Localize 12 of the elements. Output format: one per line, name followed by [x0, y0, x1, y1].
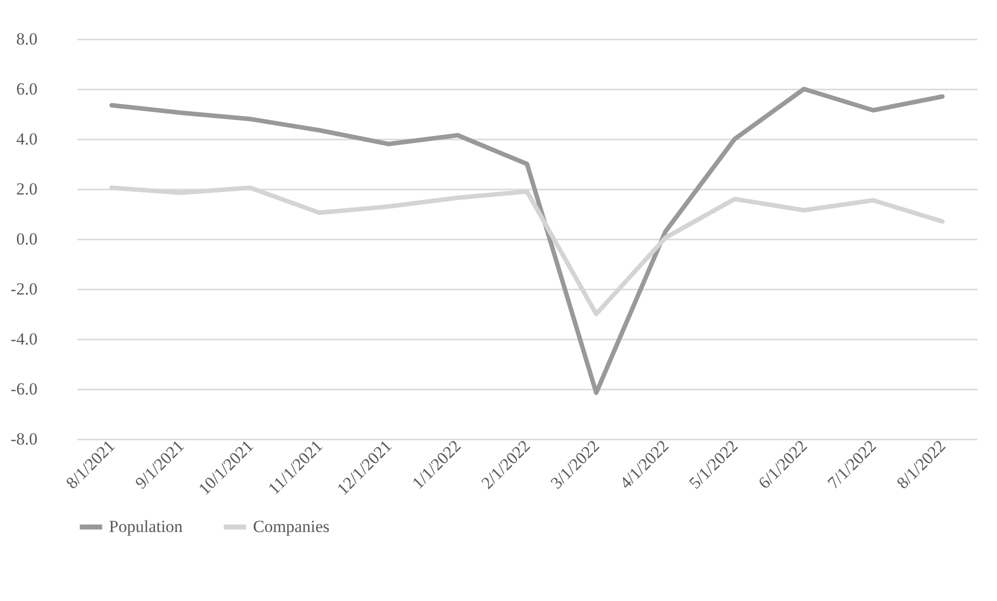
y-tick-label: 2.0: [16, 180, 38, 198]
y-tick-label: 4.0: [16, 130, 38, 148]
y-tick-label: -6.0: [10, 380, 38, 398]
y-tick-label: -2.0: [10, 280, 38, 298]
y-tick-label: 8.0: [16, 30, 38, 48]
y-tick-label: -4.0: [10, 330, 38, 348]
legend-label: Population: [109, 517, 184, 536]
line-series: [109, 86, 945, 395]
y-tick-label: 0.0: [16, 230, 38, 248]
y-tick-label: -8.0: [10, 430, 38, 448]
legend-label: Companies: [253, 517, 330, 536]
y-tick-label: 6.0: [16, 80, 38, 98]
